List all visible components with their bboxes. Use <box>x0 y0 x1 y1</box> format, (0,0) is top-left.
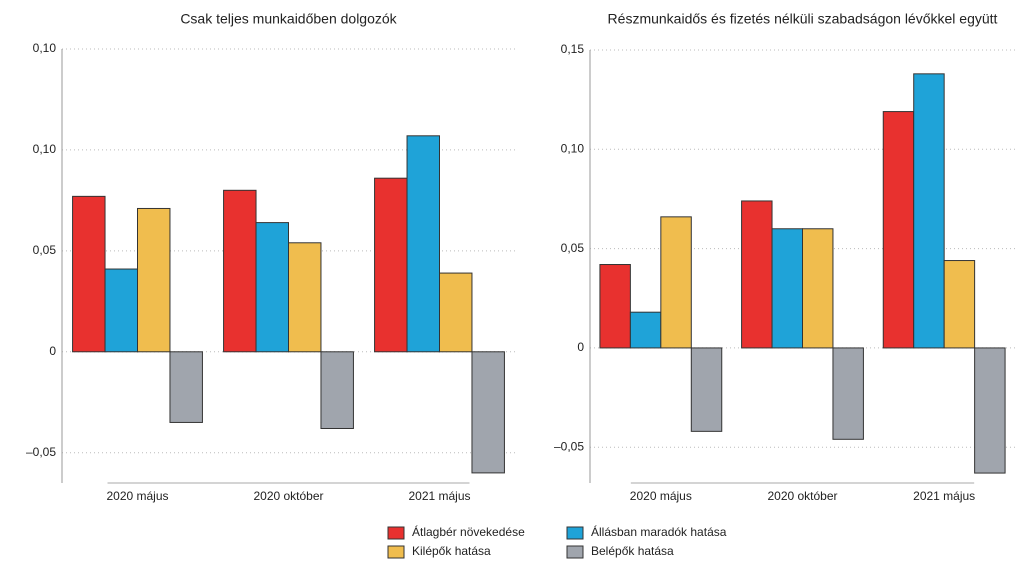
legend-label: Belépők hatása <box>591 544 674 558</box>
bar <box>599 264 631 349</box>
bar <box>374 177 408 353</box>
bar <box>690 347 723 432</box>
y-tick-label: 0,05 <box>561 241 585 255</box>
bar <box>104 268 139 353</box>
x-tick-label: 2020 május <box>630 489 692 503</box>
legend-label: Átlagbér növekedése <box>412 524 525 539</box>
y-tick-label: 0,15 <box>561 42 585 56</box>
bar <box>255 222 290 353</box>
y-tick-label: 0 <box>577 340 584 354</box>
bar <box>660 216 692 349</box>
bar <box>406 135 441 353</box>
legend-swatch <box>387 545 405 559</box>
y-tick-label: 0,05 <box>33 243 57 257</box>
bar <box>72 195 106 353</box>
bar <box>629 311 662 349</box>
y-tick-label: 0,10 <box>561 141 585 155</box>
bar <box>802 228 834 349</box>
bar <box>137 207 171 353</box>
legend-label: Kilépők hatása <box>412 544 491 558</box>
y-tick-label: 0,10 <box>33 41 57 55</box>
legend-swatch <box>566 545 584 559</box>
chart-title: Részmunkaidős és fizetés nélküli szabads… <box>608 11 998 27</box>
legend-swatch <box>387 526 405 540</box>
y-tick-label: 0 <box>49 344 56 358</box>
chart-title: Csak teljes munkaidőben dolgozók <box>180 11 397 27</box>
bar <box>169 351 203 423</box>
bar <box>943 260 976 349</box>
bar <box>741 200 773 349</box>
legend-swatch <box>566 526 584 540</box>
bar <box>471 351 505 474</box>
bar <box>771 228 804 349</box>
bar <box>320 351 354 429</box>
x-tick-label: 2020 május <box>106 489 168 503</box>
y-tick-label: 0,10 <box>33 142 57 156</box>
y-tick-label: –0,05 <box>26 445 56 459</box>
bar <box>223 189 257 353</box>
y-tick-label: –0,05 <box>554 439 584 453</box>
x-tick-label: 2020 október <box>253 489 323 503</box>
x-tick-label: 2020 október <box>767 489 837 503</box>
bar <box>974 347 1006 474</box>
legend-label: Állásban maradók hatása <box>591 524 727 539</box>
x-tick-label: 2021 május <box>408 489 470 503</box>
bar <box>439 272 473 353</box>
bar <box>832 347 864 440</box>
bar <box>288 242 322 353</box>
x-tick-label: 2021 május <box>913 489 975 503</box>
bar <box>882 111 915 349</box>
bar <box>913 73 945 349</box>
